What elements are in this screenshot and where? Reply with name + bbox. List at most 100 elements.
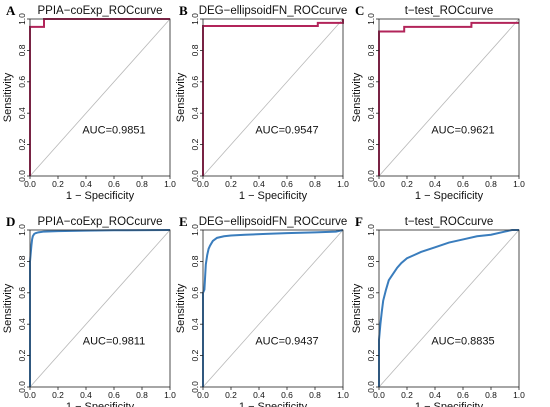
auc-annotation: AUC=0.9851 [82,125,145,137]
y-tick-label: 0.6 [17,76,27,88]
auc-annotation: AUC=0.9547 [255,125,318,137]
y-tick-label: 0.2 [17,349,27,361]
y-axis-label: Sensitivity [2,72,14,122]
x-tick-label: 0.6 [108,390,120,400]
chart-title: t−test_ROCcurve [405,5,494,17]
y-tick-label: 0.2 [17,138,27,150]
y-tick-label: 0.8 [366,255,376,267]
y-tick-label: 0.8 [190,255,200,267]
y-tick-label: 0.0 [17,170,27,182]
roc-panel-d: 0.0 0.2 0.4 0.6 0.8 1.0 0.0 0.2 0.4 0.6 0.8 1.0 Sens… [2,214,176,407]
x-tick-label: 0.0 [373,179,385,189]
roc-curve [202,229,344,387]
x-tick-label: 0.0 [373,390,385,400]
y-tick-label: 1.0 [17,224,27,236]
x-tick-label: 0.2 [225,390,237,400]
y-axis-label: Sensitivity [175,72,187,122]
plot-frame [202,18,344,177]
y-tick-label: 0.6 [366,76,376,88]
x-tick-label: 0.6 [281,179,293,189]
x-tick-label: 1.0 [513,179,525,189]
x-tick-label: 1.0 [513,390,525,400]
y-tick-label: 0.0 [190,381,200,393]
chart-title: DEG−ellipsoidFN_ROCcurve [199,5,348,17]
reference-diagonal [202,229,344,388]
chart-title: t−test_ROCcurve [405,216,494,228]
plot-frame [378,18,520,177]
panel-letter: C [355,3,364,18]
y-tick-label: 0.0 [366,170,376,182]
y-tick-label: 1.0 [366,13,376,25]
plot-frame [29,18,171,177]
x-tick-label: 0.2 [401,179,413,189]
x-tick-label: 1.0 [337,179,349,189]
x-tick-label: 0.6 [457,390,469,400]
x-tick-label: 0.2 [225,179,237,189]
x-tick-label: 0.6 [281,390,293,400]
x-tick-label: 0.2 [52,390,64,400]
y-tick-label: 0.8 [17,255,27,267]
auc-annotation: AUC=0.9621 [431,125,494,137]
roc-panel-c: 0.0 0.2 0.4 0.6 0.8 1.0 0.0 0.2 0.4 0.6 0.8 1.0 Sens… [351,3,525,202]
y-tick-label: 0.4 [17,107,27,119]
y-tick-label: 0.8 [190,44,200,56]
auc-annotation: AUC=0.8835 [431,336,494,348]
panel-letter: E [179,214,188,229]
x-tick-label: 1.0 [337,390,349,400]
y-tick-label: 0.8 [17,44,27,56]
y-tick-label: 0.4 [190,107,200,119]
x-tick-label: 0.4 [429,179,441,189]
x-axis-label: 1 − Specificity [415,401,484,407]
panel-letter: D [6,214,15,229]
auc-annotation: AUC=0.9437 [255,336,318,348]
x-tick-label: 1.0 [164,390,176,400]
y-axis-label: Sensitivity [175,283,187,333]
y-tick-label: 1.0 [366,224,376,236]
y-tick-label: 0.2 [190,138,200,150]
y-tick-label: 0.6 [366,287,376,299]
reference-diagonal [378,229,520,388]
x-tick-label: 0.6 [108,179,120,189]
x-tick-label: 0.4 [429,390,441,400]
x-tick-label: 0.0 [197,179,209,189]
x-tick-label: 0.2 [52,179,64,189]
x-tick-label: 0.0 [24,179,36,189]
auc-annotation: AUC=0.9811 [83,336,145,348]
panel-letter: F [355,214,363,229]
plot-frame [29,229,171,388]
y-tick-label: 0.6 [190,76,200,88]
x-tick-label: 0.8 [485,390,497,400]
x-tick-label: 0.8 [136,179,148,189]
y-tick-label: 1.0 [17,13,27,25]
roc-panel-e: 0.0 0.2 0.4 0.6 0.8 1.0 0.0 0.2 0.4 0.6 0.8 1.0 Sens… [175,214,349,407]
x-tick-label: 0.4 [80,179,92,189]
x-axis-label: 1 − Specificity [239,190,308,202]
x-tick-label: 0.4 [80,390,92,400]
chart-title: PPIA−coExp_ROCcurve [38,5,163,17]
roc-panel-a: 0.0 0.2 0.4 0.6 0.8 1.0 0.0 0.2 0.4 0.6 0.8 1.0 Sens… [2,3,176,202]
roc-panel-b: 0.0 0.2 0.4 0.6 0.8 1.0 0.0 0.2 0.4 0.6 0.8 1.0 Sens… [175,3,349,202]
y-tick-label: 0.6 [190,287,200,299]
x-axis-label: 1 − Specificity [239,401,308,407]
x-tick-label: 0.0 [24,390,36,400]
y-tick-label: 0.2 [366,349,376,361]
plot-frame [202,229,344,388]
x-tick-label: 0.8 [485,179,497,189]
reference-diagonal [378,18,520,177]
y-tick-label: 0.4 [190,318,200,330]
chart-title: DEG−ellipsoidFN_ROCcurve [199,216,348,228]
x-tick-label: 0.8 [309,390,321,400]
x-axis-label: 1 − Specificity [66,401,135,407]
x-tick-label: 0.4 [253,390,265,400]
y-axis-label: Sensitivity [2,283,14,333]
x-tick-label: 0.8 [309,179,321,189]
x-tick-label: 0.0 [197,390,209,400]
x-axis-label: 1 − Specificity [66,190,135,202]
y-axis-label: Sensitivity [351,283,363,333]
x-tick-label: 0.6 [457,179,469,189]
roc-curve [378,229,519,387]
y-axis-label: Sensitivity [351,72,363,122]
y-tick-label: 0.4 [366,318,376,330]
y-tick-label: 0.0 [17,381,27,393]
